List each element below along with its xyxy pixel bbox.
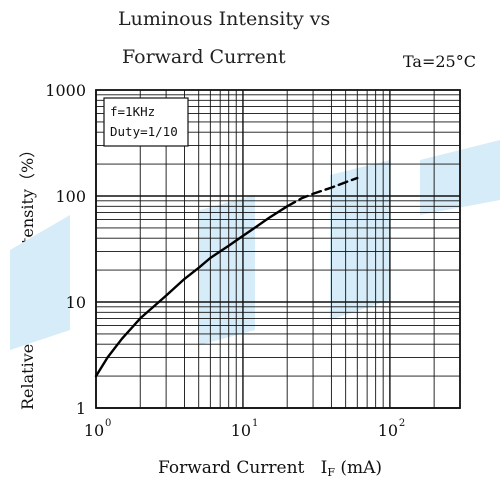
y-tick-label: 1 (76, 399, 86, 418)
x-tick-exponent: 1 (252, 418, 258, 429)
watermark-shape (330, 160, 390, 320)
y-tick-label: 10 (66, 293, 86, 312)
y-tick-label: 100 (55, 187, 86, 206)
x-axis-label-symbol: I (320, 458, 328, 478)
series-curve-dashed (286, 176, 359, 208)
chart-title-line-2: Forward Current (122, 46, 286, 68)
x-tick-label: 10 (231, 421, 251, 440)
x-axis-label-text: Forward Current (158, 458, 305, 478)
temperature-condition: Ta=25°C (403, 52, 476, 71)
chart-title-line-1: Luminous Intensity vs (118, 8, 331, 30)
x-axis-label-subscript: F (327, 466, 335, 479)
annotation-text: Duty=1/10 (110, 124, 178, 139)
series-curve-solid (94, 205, 289, 378)
plot-frame (95, 89, 461, 409)
x-tick-label: 10 (84, 421, 104, 440)
x-axis-label-unit: (mA) (340, 458, 383, 478)
y-tick-label: 1000 (45, 81, 86, 100)
x-tick-exponent: 2 (399, 418, 405, 429)
watermark-shape (10, 215, 70, 350)
x-axis-label: Forward Current IF (mA) (158, 458, 382, 479)
annotation-text: f=1KHz (110, 104, 155, 119)
x-tick-label: 10 (378, 421, 398, 440)
annotation-box (103, 97, 189, 147)
x-tick-exponent: 0 (105, 418, 111, 429)
